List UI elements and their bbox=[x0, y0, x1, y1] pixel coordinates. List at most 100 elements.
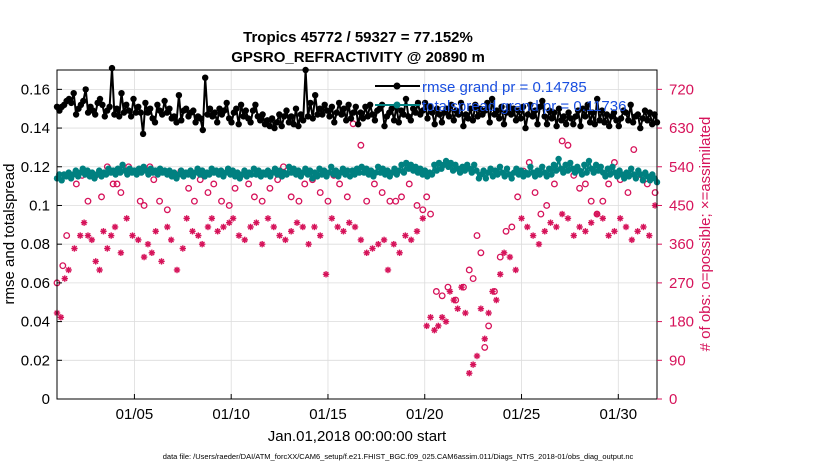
obs-possible-point bbox=[163, 206, 171, 214]
rmse-point bbox=[252, 101, 259, 109]
obs-assimilated-point bbox=[96, 266, 103, 274]
spread-point bbox=[583, 169, 590, 176]
obs-assimilated-point bbox=[518, 215, 525, 222]
obs-assimilated-point bbox=[241, 236, 248, 244]
legend: rmse grand pr = 0.14785 totalspread gran… bbox=[375, 79, 626, 115]
rmse-point bbox=[627, 101, 634, 109]
obs-possible-point bbox=[84, 197, 92, 205]
obs-assimilated-point bbox=[195, 232, 202, 239]
obs-possible-point bbox=[370, 180, 378, 188]
obs-possible-point bbox=[324, 197, 332, 205]
rmse-point bbox=[304, 113, 312, 120]
rmse-point bbox=[357, 109, 364, 116]
rmse-point bbox=[644, 117, 651, 124]
obs-possible-point bbox=[587, 197, 595, 205]
rmse-point bbox=[350, 109, 357, 116]
rmse-point bbox=[221, 107, 228, 114]
obs-assimilated-point bbox=[229, 215, 237, 222]
obs-assimilated-point bbox=[396, 249, 403, 256]
rmse-point bbox=[276, 111, 283, 118]
obs-possible-point bbox=[630, 146, 638, 154]
obs-assimilated-point bbox=[226, 219, 233, 226]
rmse-point bbox=[486, 119, 493, 126]
obs-assimilated-point bbox=[564, 215, 572, 222]
obs-possible-point bbox=[204, 189, 212, 197]
rmse-point bbox=[283, 107, 290, 114]
rmse-point bbox=[173, 119, 180, 126]
spread-point bbox=[496, 163, 504, 170]
x-tick-label: 01/20 bbox=[406, 406, 444, 423]
obs-possible-point bbox=[231, 184, 239, 192]
obs-assimilated-point bbox=[380, 236, 388, 244]
rmse-point bbox=[500, 121, 508, 128]
obs-assimilated-point bbox=[351, 223, 359, 231]
spread-point bbox=[548, 171, 555, 178]
obs-assimilated-point bbox=[107, 232, 115, 239]
obs-assimilated-point bbox=[276, 232, 283, 239]
obs-assimilated-point bbox=[340, 228, 347, 235]
obs-assimilated-point bbox=[497, 271, 504, 278]
y-right-tick-label: 630 bbox=[669, 120, 694, 137]
rmse-point bbox=[92, 111, 99, 118]
rmse-point bbox=[443, 105, 450, 112]
rmse-point bbox=[178, 117, 185, 124]
obs-possible-point bbox=[218, 197, 225, 205]
obs-possible-point bbox=[413, 202, 421, 209]
rmse-series bbox=[53, 64, 661, 138]
obs-assimilated-point bbox=[446, 288, 454, 295]
obs-assimilated-point bbox=[628, 236, 636, 244]
rmse-point bbox=[431, 121, 438, 128]
rmse-point bbox=[314, 111, 321, 118]
y-right-axis-label: # of obs: o=possible; ×=assimilated bbox=[697, 117, 714, 352]
obs-assimilated-point bbox=[541, 228, 548, 235]
obs-possible-point bbox=[210, 180, 218, 188]
spread-point bbox=[428, 171, 436, 178]
obs-assimilated-point bbox=[164, 223, 171, 231]
obs-assimilated-point bbox=[407, 236, 415, 244]
obs-assimilated-point bbox=[287, 228, 295, 235]
obs-assimilated-point bbox=[605, 232, 612, 239]
rmse-point bbox=[190, 107, 197, 114]
spread-point bbox=[56, 171, 63, 178]
obs-assimilated-point bbox=[423, 322, 430, 330]
obs-possible-point bbox=[113, 180, 121, 188]
obs-possible-point bbox=[392, 197, 400, 205]
rmse-point bbox=[80, 97, 87, 105]
spread-point bbox=[328, 163, 335, 170]
rmse-point bbox=[268, 115, 276, 122]
obs-assimilated-point bbox=[144, 240, 152, 248]
rmse-point bbox=[211, 109, 218, 116]
rmse-point bbox=[546, 107, 553, 114]
obs-assimilated-point bbox=[363, 249, 370, 256]
rmse-point bbox=[555, 105, 563, 112]
obs-possible-point bbox=[481, 343, 489, 351]
obs-assimilated-point bbox=[493, 296, 500, 304]
obs-assimilated-point bbox=[264, 215, 272, 222]
rmse-point bbox=[175, 92, 183, 99]
spread-point bbox=[508, 175, 515, 182]
rmse-point bbox=[292, 105, 300, 112]
chart-title-line2: GPSRO_REFRACTIVITY @ 20890 m bbox=[231, 49, 485, 66]
legend-rmse-label: rmse grand pr = 0.14785 bbox=[422, 79, 587, 96]
obs-assimilated-point bbox=[390, 240, 397, 248]
rmse-point bbox=[484, 99, 491, 107]
rmse-point bbox=[646, 109, 653, 116]
obs-possible-point bbox=[225, 202, 233, 209]
spread-point bbox=[597, 163, 604, 170]
rmse-point bbox=[572, 113, 579, 120]
obs-possible-point bbox=[469, 275, 477, 283]
rmse-point bbox=[589, 109, 596, 116]
rmse-point bbox=[271, 124, 278, 132]
obs-assimilated-point bbox=[92, 258, 99, 265]
spread-point bbox=[356, 169, 363, 176]
rmse-point bbox=[166, 105, 173, 112]
obs-assimilated-point bbox=[305, 240, 312, 248]
obs-assimilated-point bbox=[529, 232, 537, 239]
obs-possible-point bbox=[363, 197, 371, 205]
rmse-point bbox=[343, 117, 350, 124]
rmse-point bbox=[429, 109, 436, 116]
rmse-point bbox=[419, 107, 426, 114]
rmse-point bbox=[101, 113, 109, 120]
obs-possible-point bbox=[386, 197, 394, 205]
obs-possible-point bbox=[423, 193, 431, 201]
